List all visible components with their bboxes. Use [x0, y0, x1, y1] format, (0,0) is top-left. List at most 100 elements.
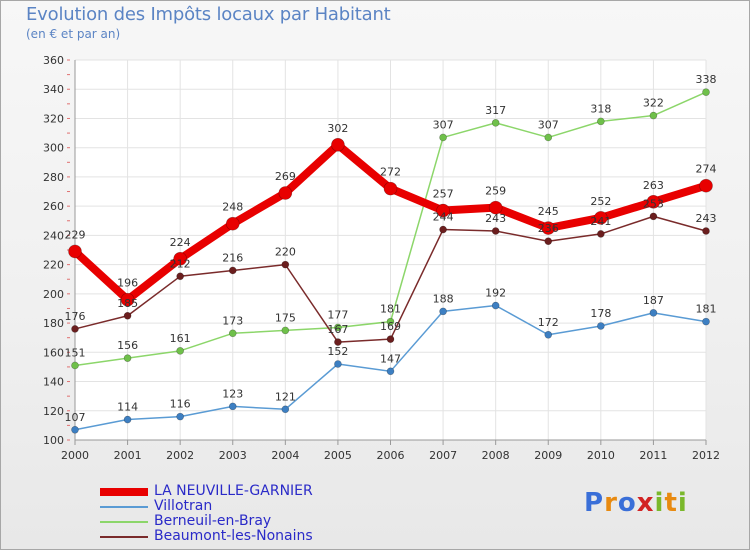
data-label: 307 — [433, 118, 454, 131]
data-point — [228, 402, 237, 411]
data-label: 318 — [590, 102, 611, 115]
data-label: 243 — [485, 212, 506, 225]
data-label: 229 — [65, 228, 86, 241]
data-label: 121 — [275, 390, 296, 403]
data-label: 244 — [433, 211, 454, 224]
y-tick-label: 240 — [43, 229, 64, 242]
legend-item: LA NEUVILLE-GARNIER — [100, 483, 360, 500]
data-point — [173, 251, 187, 266]
legend-label: Berneuil-en-Bray — [154, 513, 272, 529]
series-la-neuville-garnier — [68, 137, 713, 307]
y-tick-label: 120 — [43, 405, 64, 418]
y-tick-label: 180 — [43, 317, 64, 330]
data-point — [646, 194, 661, 209]
y-tick-label: 260 — [43, 200, 64, 213]
x-tick-label: 2001 — [114, 449, 142, 462]
data-label: 169 — [380, 320, 401, 333]
data-point — [386, 317, 395, 326]
logo-letter: i — [677, 488, 688, 518]
data-point — [228, 266, 237, 275]
data-point — [699, 178, 713, 193]
data-label: 177 — [327, 308, 348, 321]
data-point — [123, 354, 132, 362]
data-label: 236 — [538, 222, 559, 235]
data-label: 212 — [170, 257, 191, 270]
data-point — [702, 88, 710, 96]
data-point — [281, 405, 290, 414]
data-label: 253 — [643, 197, 664, 210]
data-label: 187 — [643, 294, 664, 307]
legend-label: Beaumont-les-Nonains — [154, 528, 313, 544]
data-label: 274 — [696, 163, 717, 176]
data-point — [334, 360, 342, 368]
data-label: 220 — [275, 246, 296, 259]
x-tick-label: 2003 — [219, 449, 247, 462]
data-label: 156 — [117, 339, 138, 352]
data-label: 107 — [65, 411, 86, 424]
y-tick-label: 340 — [43, 83, 64, 96]
data-label: 185 — [117, 297, 138, 310]
data-point — [71, 325, 79, 333]
data-label: 257 — [433, 188, 454, 201]
data-point — [436, 203, 450, 218]
data-label: 116 — [170, 398, 191, 411]
y-tick-label: 200 — [43, 288, 64, 301]
data-label: 188 — [433, 292, 454, 305]
data-point — [649, 309, 658, 317]
x-tick-label: 2008 — [482, 449, 510, 462]
y-tick-label: 220 — [43, 259, 64, 272]
data-point — [123, 311, 132, 320]
data-point — [491, 119, 500, 127]
data-label: 269 — [275, 170, 296, 183]
data-point — [439, 133, 447, 142]
legend-item: Villotran — [100, 498, 360, 515]
data-label: 173 — [222, 314, 243, 327]
x-tick-label: 2002 — [166, 449, 194, 462]
x-tick-label: 2009 — [534, 449, 562, 462]
x-tick-label: 2011 — [639, 449, 667, 462]
x-tick-label: 2004 — [271, 449, 299, 462]
series-villotran — [71, 301, 710, 434]
data-label: 172 — [538, 316, 559, 329]
data-label: 272 — [380, 166, 401, 179]
data-label: 178 — [590, 307, 611, 320]
data-label: 259 — [485, 185, 506, 198]
data-point — [386, 367, 395, 376]
data-point — [597, 230, 605, 238]
data-point — [176, 347, 184, 355]
data-point — [383, 181, 398, 196]
data-point — [281, 326, 290, 335]
data-point — [278, 186, 293, 200]
data-point — [491, 227, 500, 235]
data-label: 114 — [117, 401, 138, 414]
data-label: 176 — [65, 310, 86, 323]
data-point — [71, 425, 79, 434]
data-point — [334, 323, 342, 332]
data-point — [331, 137, 345, 152]
data-point — [439, 225, 447, 234]
logo-letter: P — [584, 488, 605, 518]
data-point — [123, 415, 132, 424]
data-label: 243 — [696, 212, 717, 225]
chart-subtitle: (en € et par an) — [26, 27, 121, 41]
data-point — [225, 216, 240, 231]
legend-label: Villotran — [154, 498, 213, 514]
data-point — [594, 211, 608, 225]
y-tick-label: 280 — [43, 171, 64, 184]
y-tick-label: 360 — [43, 54, 64, 67]
data-label: 147 — [380, 352, 401, 365]
logo-letter: i — [654, 488, 665, 518]
data-point — [649, 212, 658, 221]
data-point — [68, 244, 82, 259]
data-point — [491, 301, 500, 310]
data-label: 245 — [538, 205, 559, 218]
data-label: 307 — [538, 118, 559, 131]
data-label: 216 — [222, 251, 243, 264]
data-point — [71, 361, 79, 370]
series-berneuil-en-bray — [71, 88, 710, 370]
data-label: 252 — [590, 195, 611, 208]
data-point — [544, 237, 553, 246]
data-label: 152 — [327, 345, 348, 358]
legend-item: Beaumont-les-Nonains — [100, 528, 360, 545]
